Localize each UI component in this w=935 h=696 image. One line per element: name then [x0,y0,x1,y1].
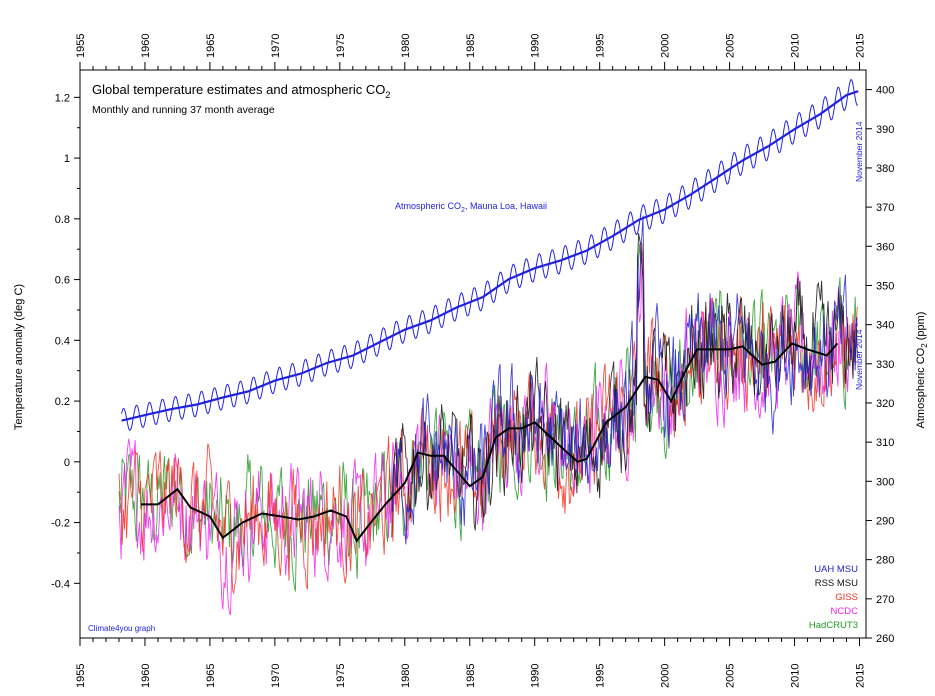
x-tick-label-bottom: 1965 [205,664,217,688]
y-axis-label-right: Atmospheric CO2 (ppm) [915,312,929,429]
y-tick-label-right: 400 [876,85,894,97]
x-tick-label-top: 2015 [855,34,867,58]
x-tick-label-bottom: 2015 [855,664,867,688]
x-tick-label-top: 2000 [660,34,672,58]
x-tick-label-top: 1975 [335,34,347,58]
legend-entry: HadCRUT3 [809,620,858,631]
y-tick-label-right: 280 [876,555,894,567]
x-tick-label-bottom: 1975 [335,664,347,688]
x-tick-label-bottom: 1995 [595,664,607,688]
x-tick-label-top: 2005 [725,34,737,58]
co2-series-label: Atmospheric CO2, Mauna Loa, Hawaii [395,201,547,214]
monthly-series-hadcrut3 [118,243,858,592]
y-tick-label-right: 360 [876,241,894,253]
x-tick-label-bottom: 1980 [400,664,412,688]
x-tick-label-top: 1970 [270,34,282,58]
co2-monthly-line [121,78,858,431]
x-tick-label-top: 2010 [790,34,802,58]
y-tick-label-left: 1 [64,153,70,165]
y-tick-label-left: 0.2 [55,396,70,408]
x-tick-label-top: 1995 [595,34,607,58]
y-tick-label-left: -0.2 [51,518,70,530]
x-tick-label-top: 1980 [400,34,412,58]
y-tick-label-right: 310 [876,437,894,449]
x-tick-label-bottom: 1960 [140,664,152,688]
x-tick-label-bottom: 2005 [725,664,737,688]
chart-title: Global temperature estimates and atmosph… [92,82,390,100]
y-tick-label-right: 350 [876,280,894,292]
x-tick-label-top: 1955 [75,34,87,58]
series-layer [118,78,859,616]
x-tick-label-bottom: 1985 [465,664,477,688]
legend-entry: NCDC [831,606,859,617]
co2-running-mean-line [121,90,859,422]
y-tick-label-left: 0.4 [55,335,70,347]
legend-entry: RSS MSU [815,578,858,589]
axes: 1955 1955 1960 1960 1965 1965 1970 1970 1975 1975… [51,34,894,688]
temperature-running-average-line [141,342,839,543]
plot-frame [79,69,867,639]
x-tick-label-bottom: 2010 [790,664,802,688]
x-tick-label-top: 1965 [205,34,217,58]
y-axis-label-left: Temperature anomaly (deg C) [13,284,25,430]
y-tick-label-right: 340 [876,320,894,332]
legend: UAH MSU RSS MSU GISS NCDC HadCRUT3 [809,564,858,631]
x-tick-label-top: 1960 [140,34,152,58]
y-tick-label-right: 380 [876,163,894,175]
y-tick-label-left: -0.4 [51,578,70,590]
legend-entry: UAH MSU [814,564,858,575]
x-tick-label-bottom: 1990 [530,664,542,688]
y-tick-label-left: 0 [64,457,70,469]
monthly-series-uah-msu [391,215,858,545]
y-tick-label-right: 320 [876,398,894,410]
legend-entry: GISS [835,592,858,603]
y-tick-label-right: 300 [876,476,894,488]
y-tick-label-right: 270 [876,594,894,606]
annotation-november-2014-mid: November 2014 [854,329,864,390]
y-tick-label-right: 330 [876,359,894,371]
x-tick-label-bottom: 1955 [75,664,87,688]
y-tick-label-right: 290 [876,515,894,527]
annotation-november-2014-top: November 2014 [854,121,864,182]
x-tick-label-bottom: 2000 [660,664,672,688]
x-tick-label-top: 1985 [465,34,477,58]
x-tick-label-bottom: 1970 [270,664,282,688]
chart-subtitle: Monthly and running 37 month average [92,104,275,116]
y-tick-label-left: 0.8 [55,214,70,226]
x-tick-label-top: 1990 [530,34,542,58]
y-tick-label-right: 260 [876,633,894,645]
y-tick-label-left: 0.6 [55,275,70,287]
credit-text: Climate4you graph [88,624,155,633]
text-layer: Global temperature estimates and atmosph… [13,82,929,633]
y-tick-label-right: 370 [876,202,894,214]
y-tick-label-left: 1.2 [55,92,70,104]
y-tick-label-right: 390 [876,124,894,136]
